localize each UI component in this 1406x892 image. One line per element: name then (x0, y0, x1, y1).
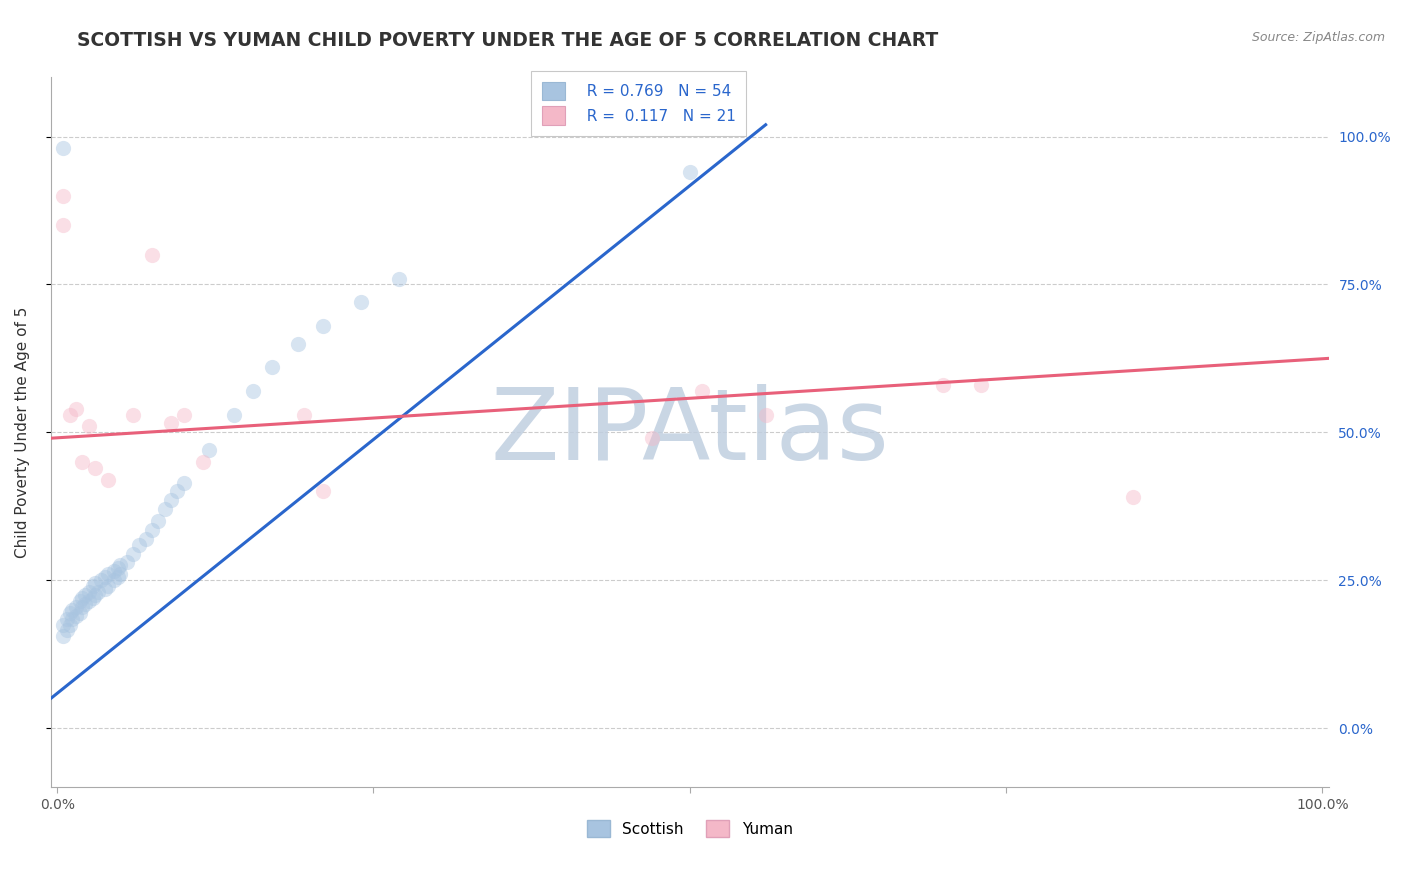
Point (312, 484, 335, 499)
Point (191, 455, 214, 469)
Point (72, 599, 94, 614)
Point (52, 617, 75, 632)
Point (72, 455, 94, 469)
Point (59, 606, 82, 620)
Point (84, 588, 107, 602)
Point (242, 384, 264, 398)
Point (73, 588, 96, 602)
Text: Source: ZipAtlas.com: Source: ZipAtlas.com (1251, 31, 1385, 45)
Point (77, 419, 100, 434)
Point (115, 555, 138, 569)
Point (287, 336, 309, 351)
Point (692, 384, 714, 398)
Point (173, 475, 195, 490)
Point (84, 576, 107, 591)
Point (107, 570, 129, 584)
Point (128, 538, 150, 552)
Point (641, 431, 664, 445)
Point (679, 165, 702, 179)
Point (86, 585, 108, 599)
Point (82, 591, 104, 605)
Point (160, 493, 183, 508)
Point (59, 408, 82, 422)
Point (84, 460, 107, 475)
Point (52, 629, 75, 643)
Point (107, 561, 129, 575)
Point (94, 582, 117, 596)
Point (350, 295, 373, 310)
Point (166, 484, 188, 499)
Point (97, 567, 120, 582)
Point (970, 378, 993, 392)
Point (77, 594, 100, 608)
Point (97, 473, 120, 487)
Point (262, 360, 284, 375)
Point (69, 594, 91, 608)
Point (141, 248, 163, 262)
Point (198, 443, 221, 458)
Point (72, 591, 94, 605)
Point (82, 579, 104, 593)
Legend: Scottish, Yuman: Scottish, Yuman (581, 814, 799, 843)
Point (932, 378, 955, 392)
Point (148, 514, 170, 528)
Point (60, 603, 83, 617)
Point (56, 624, 79, 638)
Point (52, 188, 75, 202)
Point (110, 558, 132, 573)
Point (755, 408, 778, 422)
Point (103, 573, 125, 587)
Point (388, 271, 411, 285)
Point (94, 570, 117, 584)
Point (135, 532, 157, 546)
Point (77, 585, 100, 599)
Point (141, 523, 163, 537)
Point (59, 617, 82, 632)
Point (122, 547, 145, 561)
Point (73, 597, 96, 611)
Point (60, 611, 83, 625)
Point (173, 408, 195, 422)
Text: SCOTTISH VS YUMAN CHILD POVERTY UNDER THE AGE OF 5 CORRELATION CHART: SCOTTISH VS YUMAN CHILD POVERTY UNDER TH… (77, 31, 939, 50)
Point (65, 599, 87, 614)
Y-axis label: Child Poverty Under the Age of 5: Child Poverty Under the Age of 5 (15, 307, 30, 558)
Point (56, 611, 79, 625)
Point (153, 502, 176, 516)
Point (65, 401, 87, 416)
Point (97, 579, 120, 593)
Point (292, 408, 315, 422)
Point (52, 141, 75, 155)
Point (160, 417, 183, 431)
Point (110, 567, 132, 582)
Point (90, 573, 112, 587)
Point (224, 408, 246, 422)
Point (122, 408, 145, 422)
Point (65, 608, 87, 623)
Point (52, 219, 75, 233)
Point (69, 606, 91, 620)
Text: ZIPAtlas: ZIPAtlas (491, 384, 889, 481)
Point (1122, 491, 1144, 505)
Point (103, 564, 125, 578)
Point (312, 318, 335, 333)
